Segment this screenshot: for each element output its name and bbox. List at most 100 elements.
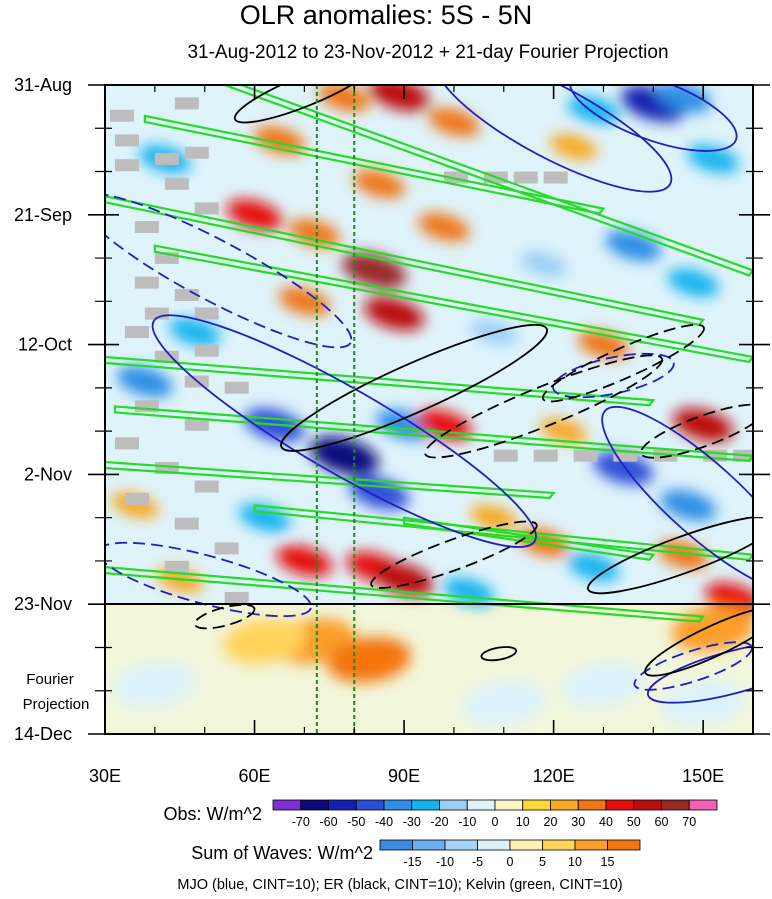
- obs-colorbar-swatch-10: [550, 799, 579, 811]
- obs-colorbar-swatch-4: [383, 799, 413, 811]
- projection-label-line1: Fourier: [26, 671, 74, 688]
- anomaly-blob-15: [519, 251, 568, 278]
- y-tick-label-1: 21-Sep: [14, 205, 72, 225]
- missing-patch-24: [214, 542, 239, 555]
- missing-patch-13: [124, 326, 149, 339]
- waves-colorbar-swatch-6: [574, 839, 608, 851]
- x-tick-label-0: 30E: [89, 766, 121, 786]
- mjo-contour-4: [552, 352, 675, 399]
- anomaly-blob-49: [661, 680, 745, 726]
- missing-patch-23: [174, 517, 199, 530]
- missing-patch-18: [184, 418, 209, 431]
- er-contour-9: [541, 323, 705, 403]
- mjo-contour-0: [434, 85, 673, 193]
- mjo-contour-2: [151, 314, 537, 548]
- missing-patch-38: [194, 344, 219, 357]
- obs-colorbar-tick-0: -70: [292, 815, 310, 829]
- x-axis: 30E 60E 90E 120E 150E: [89, 85, 724, 786]
- kelvin-contour-2: [105, 195, 706, 327]
- obs-colorbar-swatch-3: [355, 799, 385, 811]
- anomaly-blob-37: [567, 552, 620, 582]
- er-contour-0: [233, 85, 375, 124]
- anomaly-field: [111, 85, 753, 726]
- anomaly-blob-52: [671, 606, 753, 652]
- er-contour-3: [193, 603, 256, 630]
- waves-colorbar-swatch-0: [379, 839, 413, 851]
- anomaly-blob-12: [288, 219, 341, 248]
- obs-colorbar-swatch-9: [522, 799, 551, 811]
- obs-colorbar-swatch-11: [577, 799, 607, 811]
- anomaly-blob-29: [673, 408, 734, 442]
- kelvin-wave-contours: [105, 85, 753, 623]
- missing-patch-16: [224, 381, 249, 394]
- kelvin-contour-6: [105, 460, 556, 500]
- anomaly-blob-9: [687, 145, 739, 174]
- anomaly-blob-51: [462, 680, 546, 726]
- obs-colorbar-swatch-0: [272, 799, 302, 811]
- anomaly-blob-31: [660, 489, 717, 521]
- er-contour-7: [480, 646, 518, 662]
- waves-colorbar-swatch-3: [477, 839, 511, 851]
- missing-patch-25: [164, 560, 189, 573]
- anomaly-blob-20: [168, 318, 221, 347]
- obs-colorbar-swatch-14: [661, 799, 690, 811]
- missing-patch-10: [134, 276, 159, 289]
- anomaly-blob-23: [116, 366, 173, 398]
- missing-patch-7: [194, 202, 219, 215]
- anomaly-blob-44: [705, 582, 753, 614]
- y-tick-label-2: 12-Oct: [18, 335, 72, 355]
- missing-patch-2: [114, 134, 139, 147]
- kelvin-contour-5: [113, 405, 753, 462]
- missing-patch-8: [134, 220, 159, 233]
- missing-patch-4: [184, 146, 209, 159]
- waves-colorbar-swatch-2: [444, 839, 478, 851]
- obs-colorbar-tick-12: 50: [627, 815, 641, 829]
- kelvin-contour-0: [221, 85, 753, 277]
- obs-colorbar-swatch-15: [688, 799, 718, 811]
- mjo-contour-8: [569, 85, 738, 152]
- waves-colorbar-swatch-4: [509, 839, 543, 851]
- mjo-contour-1: [105, 192, 353, 349]
- anomaly-blob-7: [549, 133, 598, 160]
- missing-patch-6: [164, 177, 189, 190]
- y-axis: 31-Aug 21-Sep 12-Oct 2-Nov 23-Nov 14-Dec: [14, 75, 770, 744]
- anomaly-blob-13: [418, 213, 470, 242]
- missing-patch-3: [154, 152, 179, 165]
- obs-colorbar-tick-9: 20: [544, 815, 558, 829]
- anomaly-blob-33: [238, 503, 291, 532]
- anomaly-blob-42: [657, 540, 710, 569]
- waves-colorbar-tick-3: 0: [507, 855, 514, 869]
- missing-patch-1: [174, 97, 199, 110]
- missing-patch-5: [114, 159, 139, 172]
- waves-colorbar-label: Sum of Waves: W/m^2: [191, 843, 373, 863]
- obs-colorbar-swatch-12: [605, 799, 635, 811]
- missing-patch-29: [513, 171, 538, 184]
- anomaly-blob-17: [364, 296, 425, 331]
- anomaly-blob-46: [327, 637, 411, 683]
- obs-colorbar-tick-3: -40: [375, 815, 393, 829]
- missing-patch-19: [114, 437, 139, 450]
- obs-colorbar-tick-11: 40: [599, 815, 613, 829]
- kelvin-contour-9: [402, 516, 656, 561]
- obs-colorbar-tick-13: 60: [655, 815, 669, 829]
- projection-label-line2: Projection: [23, 696, 90, 713]
- obs-colorbar-label: Obs: W/m^2: [164, 804, 262, 824]
- waves-colorbar-tick-1: -10: [436, 855, 454, 869]
- x-tick-label-3: 120E: [533, 766, 575, 786]
- anomaly-blob-30: [593, 451, 654, 485]
- anomaly-blob-6: [253, 126, 306, 155]
- x-tick-label-1: 60E: [239, 766, 271, 786]
- kelvin-contour-7: [253, 504, 753, 561]
- waves-colorbar-swatch-1: [412, 839, 446, 851]
- missing-patch-0: [109, 109, 134, 122]
- obs-colorbar-tick-10: 30: [571, 815, 585, 829]
- obs-colorbar-tick-2: -50: [347, 815, 365, 829]
- anomaly-blob-11: [226, 199, 283, 231]
- waves-colorbar-tick-4: 5: [539, 855, 546, 869]
- waves-colorbar-swatch-5: [542, 839, 576, 851]
- missing-patch-21: [194, 480, 219, 493]
- waves-colorbar-tick-2: -5: [472, 855, 483, 869]
- chart-title: OLR anomalies: 5S - 5N: [240, 0, 533, 30]
- plot-area: [105, 85, 753, 734]
- kelvin-contour-4: [105, 355, 656, 407]
